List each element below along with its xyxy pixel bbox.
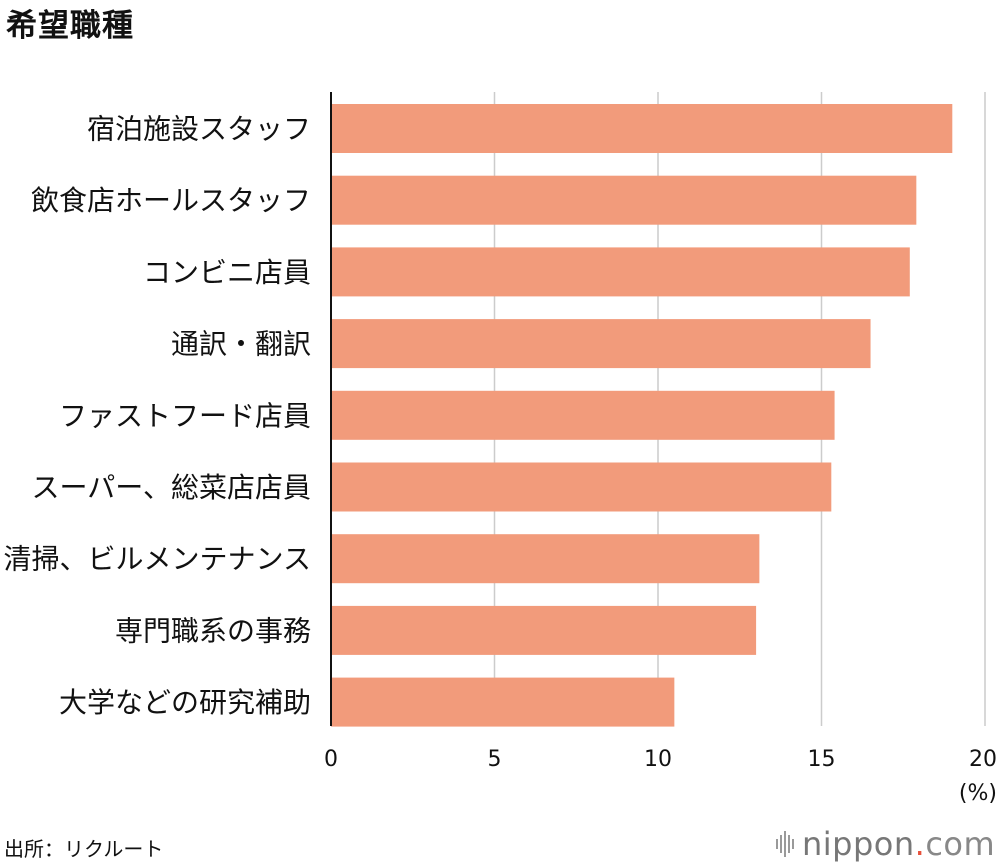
bar-5 [331, 462, 832, 512]
category-labels: 宿泊施設スタッフ飲食店ホールスタッフコンビニ店員通訳・翻訳ファストフード店員スー… [4, 113, 311, 720]
bar-7 [331, 605, 757, 655]
category-label-5: スーパー、総菜店店員 [32, 471, 311, 504]
chart-title: 希望職種 [6, 8, 134, 44]
logo-tld: com [925, 825, 996, 863]
unit-label: (%) [959, 781, 997, 806]
bars [331, 104, 953, 727]
x-tick-label-4: 20 [969, 747, 997, 772]
bar-2 [331, 247, 910, 297]
bar-3 [331, 319, 871, 369]
x-tick-labels: 0 5 10 15 20 [324, 747, 997, 772]
bar-8 [331, 677, 675, 727]
x-tick-label-0: 0 [324, 747, 338, 772]
category-label-0: 宿泊施設スタッフ [87, 113, 311, 146]
category-label-1: 飲食店ホールスタッフ [31, 184, 311, 217]
category-label-3: 通訳・翻訳 [171, 328, 311, 361]
logo-dot: . [914, 825, 926, 863]
x-tick-label-1: 5 [488, 747, 502, 772]
category-label-8: 大学などの研究補助 [59, 686, 311, 719]
category-label-6: 清掃、ビルメンテナンス [4, 543, 311, 576]
nippon-logo: nippon. com [776, 825, 996, 863]
x-tick-label-3: 15 [808, 747, 836, 772]
bar-1 [331, 175, 917, 225]
category-label-2: コンビニ店員 [143, 256, 311, 289]
logo-bars-icon [776, 831, 796, 857]
source-note: 出所：リクルート [4, 837, 164, 861]
bar-6 [331, 534, 760, 584]
logo-name: nippon [802, 825, 915, 863]
bar-4 [331, 390, 835, 440]
category-label-4: ファストフード店員 [59, 399, 311, 432]
category-label-7: 専門職系の事務 [115, 614, 311, 647]
bar-0 [331, 104, 953, 153]
x-tick-label-2: 10 [644, 747, 672, 772]
